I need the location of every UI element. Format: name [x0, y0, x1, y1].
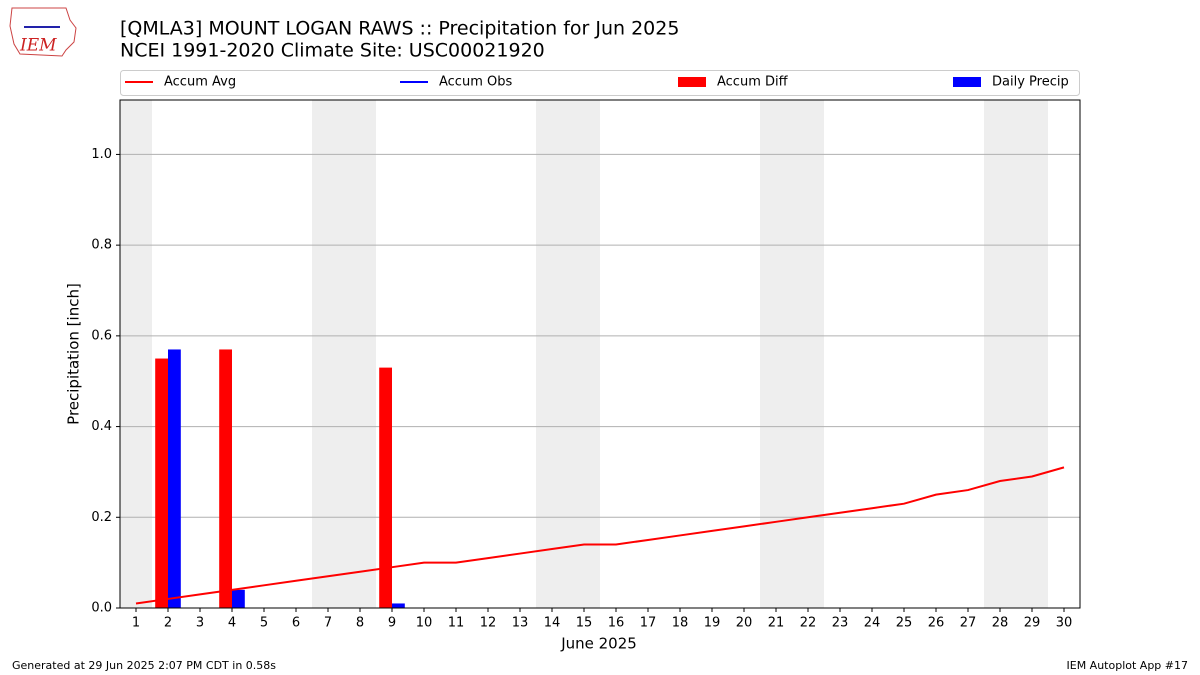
chart-title: [QMLA3] MOUNT LOGAN RAWS :: Precipitatio…	[120, 18, 679, 40]
x-tick-label: 13	[512, 616, 529, 631]
footer-left: Generated at 29 Jun 2025 2:07 PM CDT in …	[12, 659, 276, 672]
x-tick-label: 12	[480, 616, 497, 631]
x-tick-label: 14	[544, 616, 561, 631]
y-tick-label: 1.0	[91, 147, 112, 162]
legend-swatch	[678, 77, 706, 87]
x-tick-label: 30	[1056, 616, 1073, 631]
x-tick-label: 25	[896, 616, 913, 631]
x-tick-label: 23	[832, 616, 849, 631]
weekend-shade	[344, 100, 376, 608]
logo-outline	[9, 7, 77, 57]
legend-label: Daily Precip	[992, 75, 1069, 90]
y-tick-label: 0.2	[91, 510, 112, 525]
x-axis-label: June 2025	[560, 635, 637, 653]
legend-label: Accum Diff	[717, 75, 789, 90]
footer-right: IEM Autoplot App #17	[1067, 659, 1189, 672]
x-tick-label: 1	[132, 616, 140, 631]
x-tick-label: 7	[324, 616, 332, 631]
x-tick-label: 28	[992, 616, 1009, 631]
x-tick-label: 8	[356, 616, 364, 631]
bar	[219, 349, 232, 608]
x-tick-label: 15	[576, 616, 593, 631]
x-tick-label: 21	[768, 616, 785, 631]
x-tick-label: 17	[640, 616, 657, 631]
bar	[155, 358, 168, 608]
x-tick-label: 18	[672, 616, 689, 631]
x-tick-label: 16	[608, 616, 625, 631]
x-tick-label: 4	[228, 616, 236, 631]
weekend-shade	[1016, 100, 1048, 608]
x-tick-label: 9	[388, 616, 396, 631]
y-tick-label: 0.8	[91, 238, 112, 253]
logo: IEM	[9, 7, 77, 57]
x-tick-label: 2	[164, 616, 172, 631]
x-tick-label: 19	[704, 616, 721, 631]
y-tick-label: 0.0	[91, 601, 112, 616]
x-tick-label: 5	[260, 616, 268, 631]
bar	[392, 603, 405, 608]
x-tick-label: 27	[960, 616, 977, 631]
y-tick-label: 0.6	[91, 328, 112, 343]
y-tick-label: 0.4	[91, 419, 112, 434]
x-tick-label: 26	[928, 616, 945, 631]
logo-text: IEM	[19, 36, 57, 56]
x-tick-label: 11	[448, 616, 465, 631]
legend-swatch	[953, 77, 981, 87]
x-tick-label: 20	[736, 616, 753, 631]
weekend-shade	[760, 100, 792, 608]
x-tick-label: 22	[800, 616, 817, 631]
weekend-shade	[984, 100, 1016, 608]
legend	[120, 70, 1080, 96]
legend-label: Accum Avg	[164, 75, 236, 90]
line	[135, 466, 1065, 605]
x-tick-label: 10	[416, 616, 433, 631]
bar	[379, 367, 392, 608]
weekend-shade	[568, 100, 600, 608]
legend-label: Accum Obs	[439, 75, 512, 90]
x-tick-label: 24	[864, 616, 881, 631]
weekend-shade	[120, 100, 152, 608]
bar	[232, 589, 245, 608]
x-tick-label: 3	[196, 616, 204, 631]
y-axis-label: Precipitation [inch]	[65, 283, 83, 425]
bar	[168, 349, 181, 608]
weekend-shade	[536, 100, 568, 608]
x-tick-label: 6	[292, 616, 300, 631]
plot-frame	[119, 99, 1081, 609]
x-tick-label: 29	[1024, 616, 1041, 631]
chart-subtitle: NCEI 1991-2020 Climate Site: USC00021920	[120, 40, 545, 62]
weekend-shade	[312, 100, 344, 608]
weekend-shade	[792, 100, 824, 608]
